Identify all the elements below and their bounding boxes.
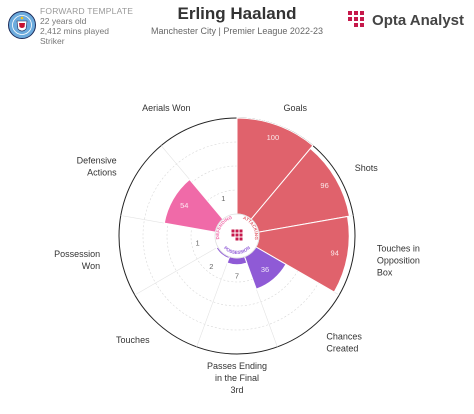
center-logo-square [239, 229, 243, 233]
center-logo-square [235, 237, 239, 241]
category-label: Box [377, 268, 393, 278]
category-label: Actions [87, 168, 117, 178]
center-logo-square [235, 229, 239, 233]
category-label: Defensive [77, 156, 117, 166]
chart-title-block: Erling Haaland Manchester City | Premier… [0, 4, 474, 36]
opta-logo-icon [348, 11, 365, 27]
category-label: Won [82, 261, 100, 271]
category-label: Created [326, 343, 358, 353]
center-logo-square [231, 233, 235, 237]
center-logo-square [239, 233, 243, 237]
chart-labels: Goals Shots Touches in Opposition Box Chances… [54, 103, 420, 395]
brand-name: Opta Analyst [372, 11, 464, 29]
bar-defensive-actions [163, 178, 224, 233]
group-label-possession: POSSESSION [223, 245, 251, 255]
minutes-played: 2,412 mins played [40, 26, 109, 36]
manchester-city-badge-icon [8, 11, 36, 39]
center-logo-square [235, 233, 239, 237]
player-age: 22 years old [40, 16, 87, 26]
center-logo-square [231, 229, 235, 233]
category-label: Touches [116, 335, 150, 345]
value-label: 7 [235, 272, 239, 281]
value-label: 54 [180, 201, 188, 210]
category-label: Aerials Won [142, 103, 190, 113]
value-label: 94 [331, 249, 339, 258]
value-label: 2 [209, 262, 213, 271]
value-label: 96 [320, 181, 328, 190]
category-label: Goals [284, 103, 308, 113]
value-label: 36 [261, 265, 269, 274]
category-label: Possession [54, 249, 100, 259]
category-label: in the Final [215, 373, 259, 383]
player-meta: FORWARD TEMPLATE 22 years old 2,412 mins… [40, 6, 133, 46]
category-label: Passes Ending [207, 361, 267, 371]
category-label: Touches in [377, 244, 420, 254]
chart-subtitle: Manchester City | Premier League 2022-23 [151, 26, 323, 36]
category-label: Opposition [377, 256, 420, 266]
center-logo-square [239, 237, 243, 241]
page-title: Erling Haaland [177, 4, 297, 23]
value-label: 100 [267, 133, 280, 142]
category-label: Chances [326, 331, 362, 341]
grid-spoke [134, 246, 219, 296]
category-label: 3rd [230, 385, 243, 395]
grid-spoke [196, 256, 230, 347]
category-label: Shots [355, 163, 379, 173]
opta-analyst-logo: Opta Analyst [346, 8, 464, 32]
template-label: FORWARD TEMPLATE [40, 6, 134, 16]
value-label: 1 [196, 238, 200, 247]
chart-bars: 100 96 94 36 7 2 1 54 1 [163, 117, 351, 293]
value-label: 1 [221, 194, 225, 203]
player-position: Striker [40, 36, 65, 46]
